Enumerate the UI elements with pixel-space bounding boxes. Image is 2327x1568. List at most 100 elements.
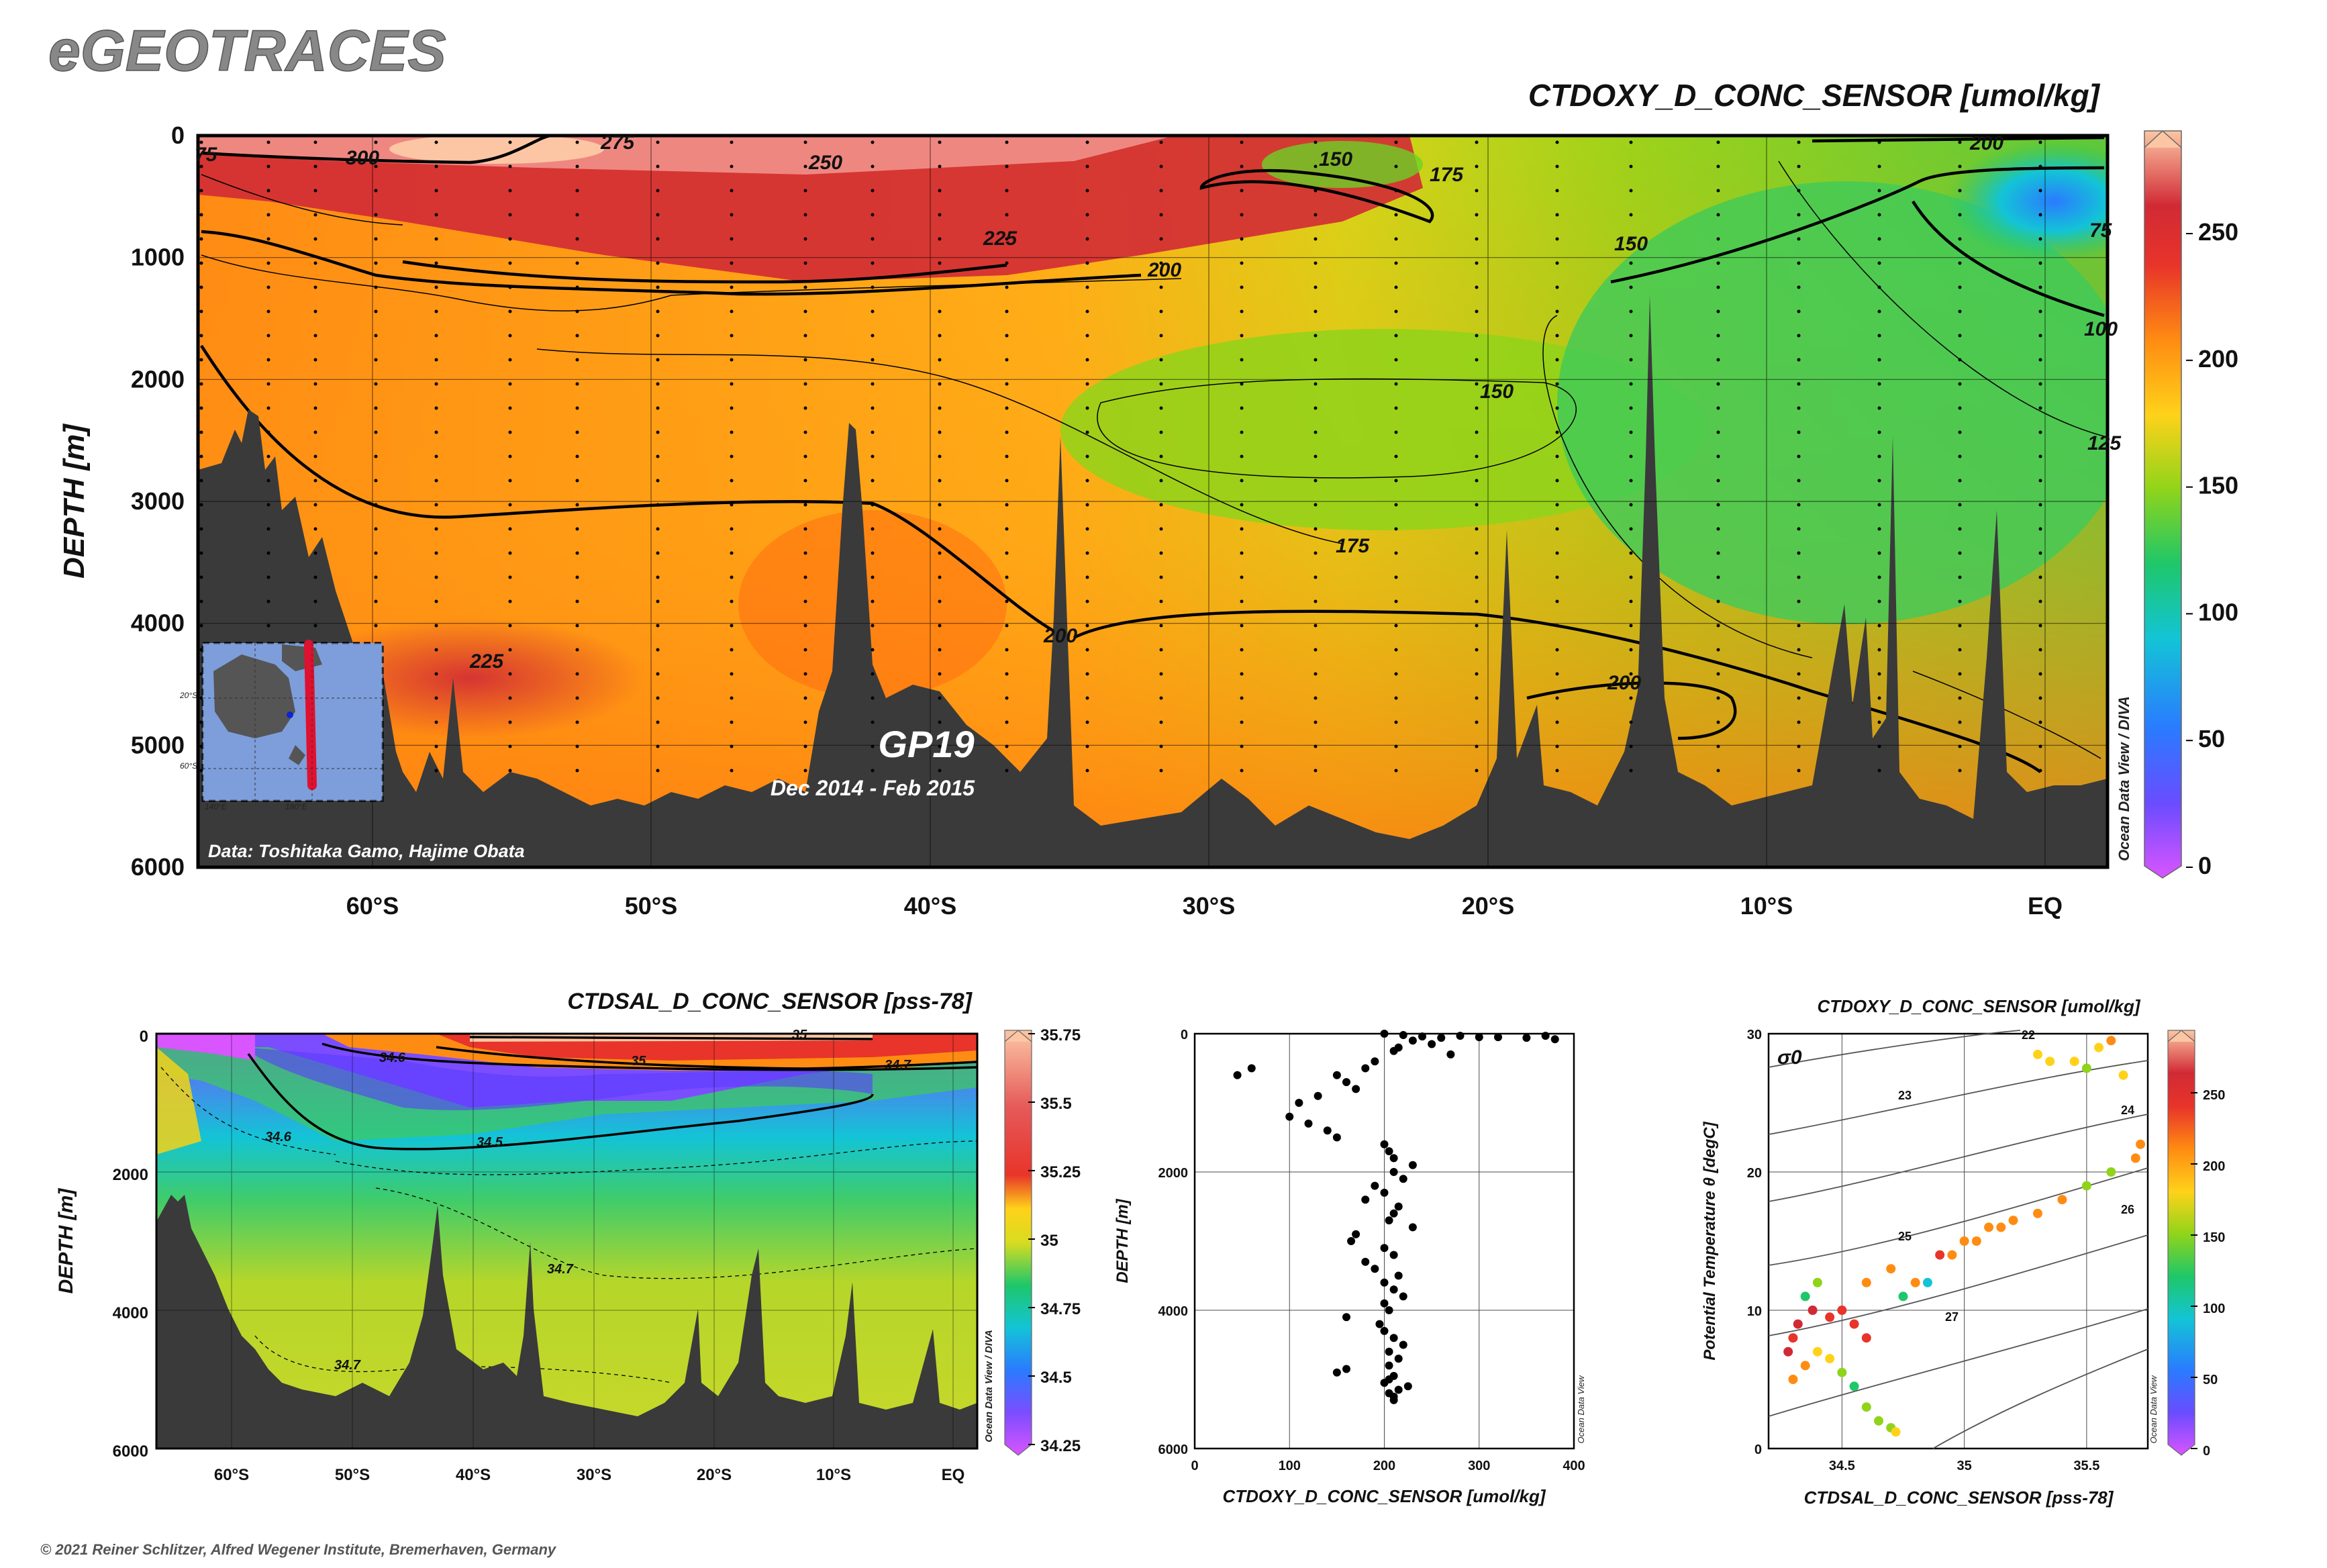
station-dot: [656, 261, 660, 265]
station-dot: [199, 696, 203, 700]
station-dot: [1394, 358, 1398, 362]
station-dot: [1877, 479, 1881, 483]
station-dot: [2038, 164, 2042, 168]
station-dot: [434, 672, 438, 676]
station-dot: [313, 309, 317, 313]
colorbar-tick-label: 34.25: [1040, 1437, 1081, 1455]
station-dot: [1877, 672, 1881, 676]
station-dot: [1394, 599, 1398, 603]
x-tick-label: 35: [1957, 1459, 1971, 1473]
station-dot: [803, 430, 807, 434]
station-dot: [1555, 140, 1559, 144]
station-dot: [1394, 527, 1398, 531]
station-dot: [434, 189, 438, 193]
x-tick-label: 0: [1191, 1459, 1198, 1473]
station-dot: [1159, 334, 1163, 338]
station-dot: [871, 430, 875, 434]
ts-isopycnal-labels: 22 23 24 25 26 27: [1898, 1028, 2134, 1324]
x-tick-label: 20°S: [1462, 892, 1514, 920]
svg-text:34.7: 34.7: [547, 1262, 574, 1277]
station-dot: [266, 382, 270, 386]
svg-text:175: 175: [1336, 535, 1370, 557]
svg-text:200: 200: [1607, 672, 1641, 694]
station-dot: [1159, 769, 1163, 773]
main-odv-label: Ocean Data View / DIVA: [2116, 696, 2132, 861]
station-dot: [656, 189, 660, 193]
station-dot: [1085, 334, 1089, 338]
station-dot: [1629, 237, 1633, 241]
station-dot: [508, 309, 512, 313]
station-dot: [374, 599, 378, 603]
station-dot: [1005, 237, 1009, 241]
station-dot: [938, 309, 942, 313]
profile-point: [1233, 1071, 1242, 1079]
station-dot: [803, 672, 807, 676]
station-dot: [656, 334, 660, 338]
station-dot: [1797, 672, 1801, 676]
main-ylabel: DEPTH [m]: [58, 424, 91, 579]
colorbar-tick-label: 35.75: [1040, 1026, 1081, 1044]
station-dot: [1877, 261, 1881, 265]
station-dot: [1877, 454, 1881, 458]
profile-point: [1342, 1365, 1350, 1373]
station-dot: [1394, 406, 1398, 410]
surface-peak-oxy: [389, 136, 604, 164]
profile-point: [1247, 1064, 1256, 1073]
station-dot: [199, 334, 203, 338]
station-dot: [1085, 527, 1089, 531]
station-dot: [575, 285, 579, 289]
station-dot: [656, 599, 660, 603]
station-dot: [1629, 261, 1633, 265]
station-dot: [1877, 189, 1881, 193]
station-dot: [1475, 479, 1479, 483]
station-dot: [938, 454, 942, 458]
main-frame: [196, 134, 2110, 869]
station-dot: [1085, 164, 1089, 168]
station-dot: [1716, 648, 1720, 652]
station-dot: [1085, 309, 1089, 313]
colorbar-tick-label: 100: [2198, 598, 2238, 626]
station-dot: [266, 309, 270, 313]
station-dot: [1314, 624, 1318, 628]
ts-point: [1922, 1277, 1932, 1287]
station-dot: [1314, 720, 1318, 724]
svg-text:225: 225: [983, 228, 1018, 250]
station-dot: [374, 261, 378, 265]
ts-point: [1874, 1416, 1884, 1426]
station-dot: [1314, 164, 1318, 168]
station-dot: [1394, 189, 1398, 193]
station-dot: [1240, 334, 1244, 338]
station-dot: [1314, 551, 1318, 555]
station-dot: [1005, 575, 1009, 579]
station-dot: [1716, 599, 1720, 603]
station-dot: [730, 720, 734, 724]
ts-point: [1812, 1346, 1822, 1357]
station-dot: [871, 648, 875, 652]
ts-point: [1800, 1361, 1810, 1371]
station-dot: [434, 164, 438, 168]
station-dot: [656, 213, 660, 217]
station-dot: [1716, 140, 1720, 144]
station-dot: [313, 479, 317, 483]
station-dot: [656, 624, 660, 628]
station-dot: [1629, 358, 1633, 362]
station-dot: [508, 769, 512, 773]
station-dot: [1629, 769, 1633, 773]
station-dot: [1958, 382, 1962, 386]
station-dot: [1958, 599, 1962, 603]
station-dot: [1716, 769, 1720, 773]
station-dot: [2038, 551, 2042, 555]
station-dot: [1877, 720, 1881, 724]
ts-point: [1788, 1333, 1798, 1343]
station-dot: [1629, 213, 1633, 217]
ts-ylabel: Potential Temperature θ [degC]: [1701, 1121, 1719, 1360]
station-dot: [508, 285, 512, 289]
station-dot: [730, 237, 734, 241]
station-dot: [1629, 285, 1633, 289]
station-dot: [730, 479, 734, 483]
station-dot: [1716, 720, 1720, 724]
station-dot: [1555, 189, 1559, 193]
station-dot: [1085, 285, 1089, 289]
profile-point: [1389, 1285, 1398, 1294]
